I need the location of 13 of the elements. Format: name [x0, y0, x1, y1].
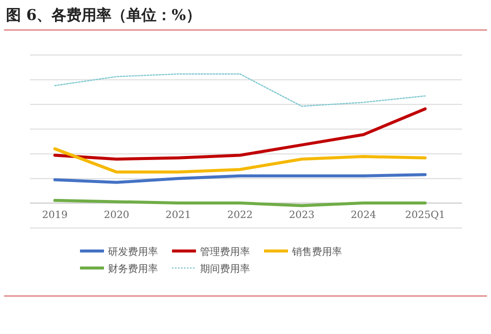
legend-label: 财务费用率	[108, 263, 158, 275]
x-tick-label: 2023	[288, 210, 314, 221]
legend-label: 研发费用率	[108, 246, 158, 258]
x-tick-label: 2021	[166, 210, 192, 221]
x-tick-label: 2019	[42, 210, 68, 221]
title: 图 6、各费用率（单位：%）	[6, 6, 201, 24]
x-tick-label: 2020	[104, 210, 130, 221]
legend-label: 销售费用率	[291, 246, 342, 258]
x-tick-label: 2025Q1	[405, 210, 446, 221]
legend-label: 期间费用率	[200, 263, 250, 275]
x-tick-label: 2022	[227, 210, 253, 221]
x-tick-label: 2024	[350, 210, 376, 221]
legend-label: 管理费用率	[200, 246, 250, 258]
